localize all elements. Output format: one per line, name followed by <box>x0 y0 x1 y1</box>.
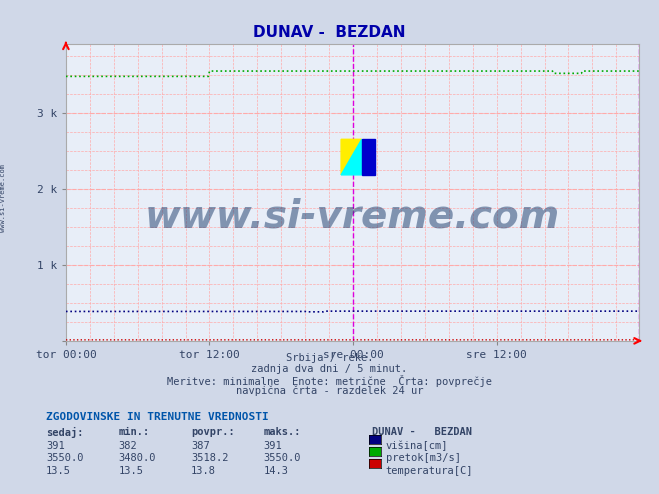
Text: 387: 387 <box>191 441 210 451</box>
Polygon shape <box>362 139 376 175</box>
Text: 3480.0: 3480.0 <box>119 453 156 463</box>
Text: 14.3: 14.3 <box>264 466 289 476</box>
Text: 13.5: 13.5 <box>119 466 144 476</box>
Text: zadnja dva dni / 5 minut.: zadnja dva dni / 5 minut. <box>251 364 408 374</box>
Text: 3550.0: 3550.0 <box>264 453 301 463</box>
Text: 3550.0: 3550.0 <box>46 453 84 463</box>
Text: Meritve: minimalne  Enote: metrične  Črta: povprečje: Meritve: minimalne Enote: metrične Črta:… <box>167 375 492 387</box>
Text: povpr.:: povpr.: <box>191 427 235 437</box>
Text: pretok[m3/s]: pretok[m3/s] <box>386 453 461 463</box>
Text: sedaj:: sedaj: <box>46 427 84 438</box>
Text: 13.5: 13.5 <box>46 466 71 476</box>
Text: 391: 391 <box>264 441 282 451</box>
Text: DUNAV -   BEZDAN: DUNAV - BEZDAN <box>372 427 473 437</box>
Text: www.si-vreme.com: www.si-vreme.com <box>0 164 7 232</box>
Polygon shape <box>341 139 362 175</box>
Text: DUNAV -  BEZDAN: DUNAV - BEZDAN <box>253 25 406 40</box>
Text: 3518.2: 3518.2 <box>191 453 229 463</box>
Text: navpična črta - razdelek 24 ur: navpična črta - razdelek 24 ur <box>236 386 423 396</box>
Text: temperatura[C]: temperatura[C] <box>386 466 473 476</box>
Text: 391: 391 <box>46 441 65 451</box>
Polygon shape <box>341 139 362 175</box>
Text: maks.:: maks.: <box>264 427 301 437</box>
Text: Srbija / reke.: Srbija / reke. <box>286 353 373 363</box>
Text: višina[cm]: višina[cm] <box>386 441 448 452</box>
Text: 13.8: 13.8 <box>191 466 216 476</box>
Text: 382: 382 <box>119 441 137 451</box>
Text: www.si-vreme.com: www.si-vreme.com <box>145 198 560 235</box>
Text: ZGODOVINSKE IN TRENUTNE VREDNOSTI: ZGODOVINSKE IN TRENUTNE VREDNOSTI <box>46 412 269 422</box>
Text: min.:: min.: <box>119 427 150 437</box>
